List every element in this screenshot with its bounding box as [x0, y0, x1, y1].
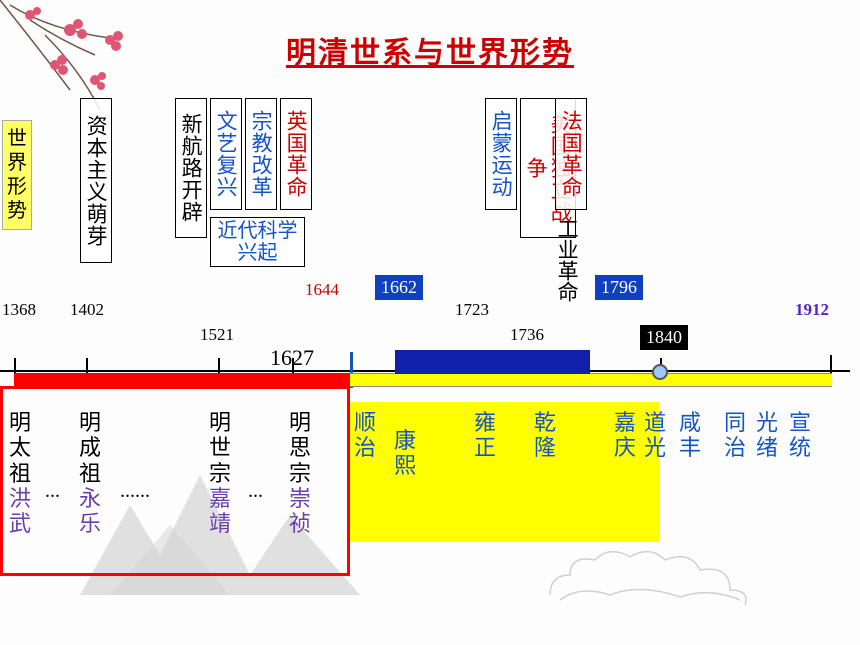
emp-qianlong: 乾隆 — [530, 410, 560, 461]
emp-yongzheng: 雍正 — [470, 410, 500, 461]
event-french-revolution: 法国革命 — [555, 98, 587, 210]
year-1368: 1368 — [2, 300, 36, 320]
emp-xianfeng: 咸丰 — [675, 410, 705, 461]
event-navigation: 新航路开辟 — [175, 98, 207, 238]
emp-jiaqing: 嘉庆 — [610, 410, 640, 461]
bar-ming — [14, 373, 350, 387]
year-1723: 1723 — [455, 300, 489, 320]
emp-daoguang: 道光 — [640, 410, 670, 461]
flag-1662: 1662 — [375, 275, 423, 300]
emp-guangxu: 光绪 — [752, 410, 782, 461]
year-1912: 1912 — [795, 300, 829, 320]
event-reformation: 宗教改革 — [245, 98, 277, 210]
year-1736: 1736 — [510, 325, 544, 345]
bar-qing — [350, 373, 832, 387]
flag-1796: 1796 — [595, 275, 643, 300]
event-english-revolution: 英国革命 — [280, 98, 312, 210]
year-1644: 1644 — [305, 280, 339, 300]
page-title: 明清世系与世界形势 — [0, 28, 860, 72]
emp-shunzhi: 顺治 — [350, 410, 380, 461]
side-label-world: 世界形势 — [2, 120, 32, 230]
event-modern-science: 近代科学兴起 — [210, 217, 305, 267]
emp-xuantong: 宣统 — [785, 410, 815, 461]
event-renaissance: 文艺复兴 — [210, 98, 242, 210]
emp-tongzhi: 同治 — [720, 410, 750, 461]
flag-1840: 1840 — [640, 325, 688, 350]
block-kangqian — [395, 350, 590, 374]
event-enlightenment: 启蒙运动 — [485, 98, 517, 210]
year-1402: 1402 — [70, 300, 104, 320]
ming-outline-box — [0, 386, 350, 576]
dot-1840 — [652, 364, 668, 380]
year-1521: 1521 — [200, 325, 234, 345]
emp-kangxi: 康熙 — [390, 428, 420, 479]
event-capitalism: 资本主义萌芽 — [80, 98, 112, 263]
event-industrial-revolution: 工业革命 — [555, 218, 578, 302]
